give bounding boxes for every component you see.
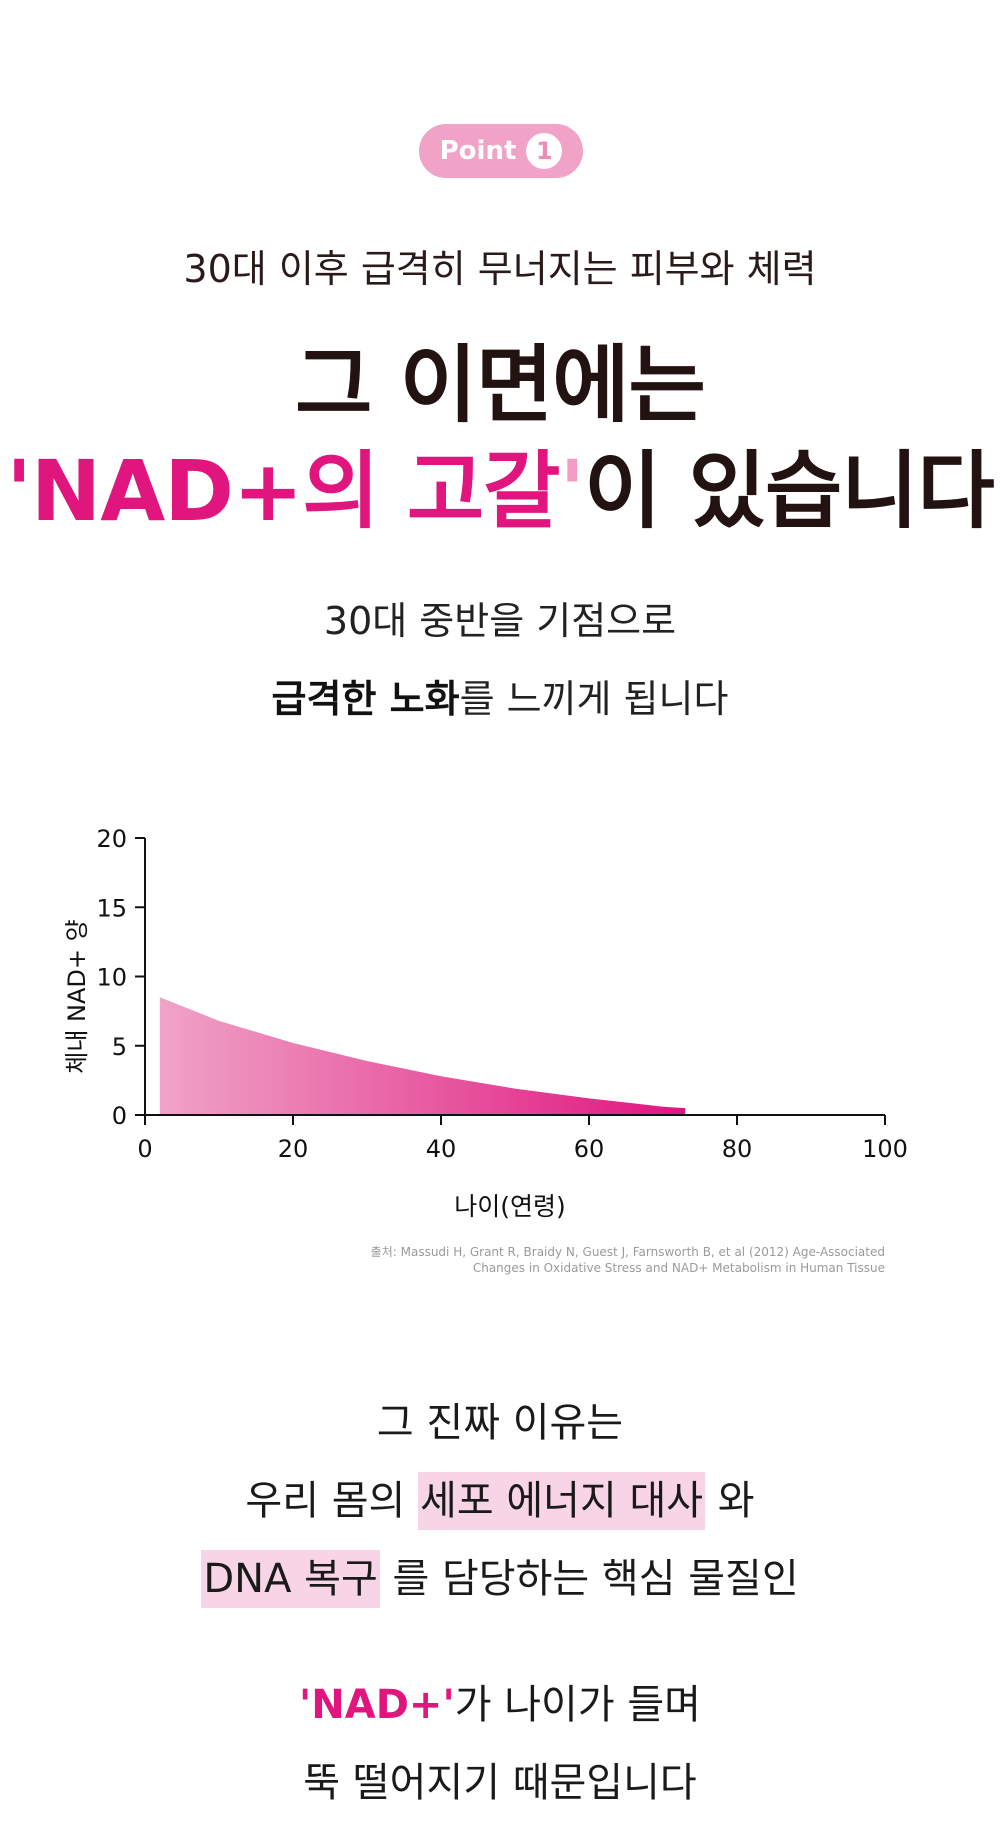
headline-quote-close: ' bbox=[559, 442, 585, 540]
highlight-dna-repair: DNA 복구 bbox=[201, 1550, 380, 1608]
point-badge: Point 1 bbox=[419, 124, 583, 178]
x-tick-label-40: 40 bbox=[426, 1135, 457, 1163]
x-tick-label-20: 20 bbox=[278, 1135, 309, 1163]
x-axis-label: 나이(연령) bbox=[454, 1192, 566, 1221]
source-line-1: 출처: Massudi H, Grant R, Braidy N, Guest … bbox=[370, 1245, 885, 1259]
body-line-4: 'NAD+'가 나이가 들며 bbox=[0, 1672, 1000, 1730]
x-tick-label-100: 100 bbox=[862, 1135, 908, 1163]
x-tick-label-0: 0 bbox=[137, 1135, 152, 1163]
y-tick-label-20: 20 bbox=[96, 825, 127, 853]
headline-line-1: 그 이면에는 bbox=[295, 336, 706, 434]
intro-bold-text: 급격한 노화 bbox=[271, 677, 460, 721]
intro-line-1: 30대 중반을 기점으로 bbox=[323, 599, 677, 643]
x-tick-label-60: 60 bbox=[574, 1135, 605, 1163]
nad-decline-chart: 0 20 40 60 80 100 0 5 10 15 20 나이(연령) 체내 NAD+ 양 bbox=[63, 825, 908, 1221]
y-tick-label-15: 15 bbox=[96, 894, 127, 922]
y-axis-label: 체내 NAD+ 양 bbox=[63, 919, 91, 1073]
body-line-1: 그 진짜 이유는 bbox=[376, 1400, 624, 1446]
source-line-2: Changes in Oxidative Stress and NAD+ Met… bbox=[472, 1261, 885, 1275]
sub-headline: 30대 이후 급격히 무너지는 피부와 체력 bbox=[183, 247, 817, 291]
intro-line-2-rest: 를 느끼게 됩니다 bbox=[459, 677, 729, 721]
headline-line-2-rest: 이 있습니다 bbox=[584, 442, 995, 540]
headline-nad-depletion: NAD+의 고갈 bbox=[30, 442, 561, 540]
body-line-2: 우리 몸의 세포 에너지 대사 와 bbox=[0, 1468, 1000, 1530]
headline-line-2: 'NAD+의 고갈'이 있습니다 bbox=[0, 424, 1000, 545]
body-line-2-pre: 우리 몸의 bbox=[245, 1478, 419, 1524]
badge-label: Point bbox=[439, 136, 517, 166]
y-tick-label-0: 0 bbox=[112, 1102, 127, 1130]
badge-number: 1 bbox=[526, 133, 563, 169]
headline-quote-open: ' bbox=[6, 442, 32, 540]
body-line-3-post: 를 담당하는 핵심 물질인 bbox=[379, 1556, 799, 1602]
body-line-5: 뚝 떨어지기 때문입니다 bbox=[303, 1760, 697, 1806]
source-citation: 출처: Massudi H, Grant R, Braidy N, Guest … bbox=[285, 1244, 885, 1276]
intro-line-2: 급격한 노화를 느끼게 됩니다 bbox=[0, 668, 1000, 723]
nad-emphasis: 'NAD+' bbox=[299, 1682, 455, 1728]
y-tick-label-10: 10 bbox=[96, 964, 127, 992]
nad-area bbox=[159, 997, 686, 1115]
y-tick-label-5: 5 bbox=[112, 1033, 127, 1061]
x-tick-label-80: 80 bbox=[722, 1135, 753, 1163]
highlight-energy-metabolism: 세포 에너지 대사 bbox=[418, 1472, 706, 1530]
body-line-2-post: 와 bbox=[705, 1478, 755, 1524]
body-line-4-rest: 가 나이가 들며 bbox=[454, 1682, 701, 1728]
body-line-3: DNA 복구 를 담당하는 핵심 물질인 bbox=[0, 1546, 1000, 1608]
